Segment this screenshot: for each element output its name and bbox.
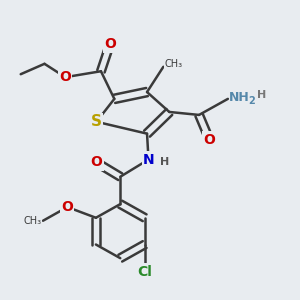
Text: N: N <box>143 152 154 167</box>
Text: CH₃: CH₃ <box>23 216 41 226</box>
Text: H: H <box>257 90 266 100</box>
Text: S: S <box>91 114 102 129</box>
Text: H: H <box>160 157 170 167</box>
Text: O: O <box>59 70 71 84</box>
Text: CH₃: CH₃ <box>165 59 183 69</box>
Text: O: O <box>203 133 215 147</box>
Text: O: O <box>61 200 73 214</box>
Text: 2: 2 <box>248 96 255 106</box>
Text: Cl: Cl <box>137 265 152 279</box>
Text: O: O <box>104 38 116 52</box>
Text: NH: NH <box>230 92 250 104</box>
Text: O: O <box>91 155 102 170</box>
